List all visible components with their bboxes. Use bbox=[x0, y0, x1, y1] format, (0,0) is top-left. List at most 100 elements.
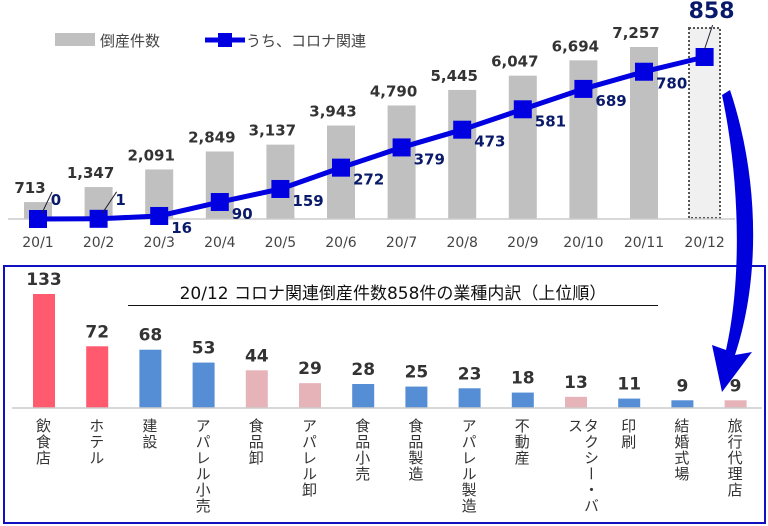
industry-bar bbox=[565, 396, 587, 408]
industry-value-label: 9 bbox=[676, 376, 688, 396]
line-marker bbox=[271, 179, 290, 198]
industry-label: アパレル製造 bbox=[459, 418, 478, 514]
x-tick-label: 20/6 bbox=[325, 235, 357, 251]
bar-total-label: 713 bbox=[14, 179, 45, 197]
industry-bar bbox=[511, 392, 534, 408]
x-tick-label: 20/5 bbox=[265, 235, 296, 251]
line-marker bbox=[695, 48, 714, 66]
line-label: 379 bbox=[414, 150, 445, 168]
x-tick-label: 20/12 bbox=[684, 235, 724, 251]
industry-label: 食品卸 bbox=[246, 418, 265, 466]
line-marker bbox=[574, 79, 593, 98]
x-tick-label: 20/3 bbox=[143, 235, 174, 251]
industry-value-label: 13 bbox=[564, 373, 588, 393]
industry-bar bbox=[192, 362, 215, 408]
industry-bar bbox=[405, 386, 428, 408]
industry-label: ホテル bbox=[87, 418, 106, 466]
industry-bar bbox=[33, 294, 55, 408]
industry-label: 建設 bbox=[140, 418, 159, 450]
industry-label: アパレル卸 bbox=[300, 418, 318, 498]
line-label: 581 bbox=[535, 112, 566, 130]
industry-label: アパレル小売 bbox=[193, 418, 212, 514]
industry-label: タクシー・バス bbox=[566, 418, 600, 514]
x-tick-label: 20/1 bbox=[22, 235, 53, 251]
line-marker bbox=[332, 158, 350, 177]
line-label: 272 bbox=[353, 171, 384, 189]
x-tick-label: 20/8 bbox=[446, 235, 477, 251]
industry-label: 飲食店 bbox=[34, 418, 52, 466]
line-label: 689 bbox=[595, 92, 626, 110]
line-marker bbox=[150, 206, 169, 225]
bar-total bbox=[387, 105, 416, 219]
leader-line bbox=[102, 191, 118, 214]
arrow-icon bbox=[712, 90, 754, 392]
industry-value-label: 11 bbox=[617, 375, 641, 395]
industry-value-label: 9 bbox=[730, 376, 742, 396]
line-label: 780 bbox=[656, 75, 687, 93]
line-label: 159 bbox=[292, 192, 323, 210]
legend-bar-swatch bbox=[55, 33, 95, 46]
line-marker bbox=[392, 138, 411, 157]
legend-line-label: うち、コロナ関連 bbox=[246, 32, 367, 50]
industry-value-label: 18 bbox=[511, 369, 535, 389]
industry-label: 食品製造 bbox=[406, 418, 425, 482]
line-marker bbox=[635, 62, 653, 81]
breakdown-panel bbox=[3, 265, 766, 524]
line-label: 0 bbox=[51, 191, 61, 209]
legend-bar-label: 倒産件数 bbox=[100, 32, 161, 50]
line-marker bbox=[453, 120, 472, 139]
line-label: 16 bbox=[171, 219, 192, 237]
industry-bar bbox=[245, 370, 268, 408]
bar-total-label: 6,047 bbox=[491, 53, 538, 71]
x-tick-label: 20/7 bbox=[386, 235, 417, 251]
leader-line bbox=[704, 24, 714, 50]
line-label-dec: 858 bbox=[689, 0, 735, 24]
legend-line-marker bbox=[218, 33, 232, 47]
industry-bar bbox=[671, 400, 694, 408]
industry-value-label: 23 bbox=[458, 364, 482, 384]
industry-value-label: 44 bbox=[245, 346, 269, 366]
line-marker bbox=[210, 193, 229, 212]
leader-line bbox=[41, 191, 53, 214]
bar-total-label: 3,943 bbox=[309, 103, 356, 121]
line-marker bbox=[89, 209, 108, 228]
industry-label: 印刷 bbox=[619, 418, 638, 450]
industry-bar bbox=[618, 398, 641, 408]
bar-total-label: 2,091 bbox=[127, 146, 174, 164]
industry-label: 結婚式場 bbox=[672, 418, 691, 482]
industry-bar bbox=[139, 349, 162, 408]
industry-value-label: 29 bbox=[298, 359, 322, 379]
industry-value-label: 133 bbox=[26, 270, 62, 290]
line-series bbox=[37, 54, 706, 222]
bar-total bbox=[508, 75, 537, 219]
breakdown-title: 20/12 コロナ関連倒産件数858件の業種内訳（上位順） bbox=[128, 283, 658, 306]
x-tick-label: 20/9 bbox=[507, 235, 538, 251]
line-marker bbox=[29, 210, 47, 228]
industry-value-label: 68 bbox=[139, 326, 163, 346]
bar-total-label: 3,137 bbox=[249, 122, 296, 140]
line-label: 473 bbox=[474, 133, 505, 151]
line-marker bbox=[513, 100, 532, 119]
bar-total-label: 6,694 bbox=[552, 37, 599, 55]
x-tick-label: 20/10 bbox=[563, 235, 603, 251]
bar-total bbox=[448, 89, 477, 219]
industry-value-label: 72 bbox=[85, 322, 109, 342]
x-tick-label: 20/11 bbox=[624, 235, 664, 251]
x-tick-label: 20/4 bbox=[204, 235, 236, 251]
industry-label: 不動産 bbox=[512, 418, 531, 466]
industry-bar bbox=[86, 346, 109, 408]
industry-label: 旅行代理店 bbox=[725, 418, 744, 498]
industry-value-label: 28 bbox=[351, 360, 375, 380]
industry-bar bbox=[458, 388, 481, 408]
bar-total-label: 7,257 bbox=[612, 24, 659, 42]
industry-bar bbox=[299, 383, 321, 408]
industry-label: 食品小売 bbox=[353, 418, 372, 482]
bar-total-label: 4,790 bbox=[370, 82, 417, 100]
bar-total-label: 1,347 bbox=[67, 164, 114, 182]
x-tick-label: 20/2 bbox=[83, 235, 114, 251]
industry-value-label: 53 bbox=[192, 339, 216, 359]
industry-bar bbox=[724, 400, 747, 408]
bar-total-label: 5,445 bbox=[430, 67, 477, 85]
line-label: 1 bbox=[115, 191, 125, 209]
